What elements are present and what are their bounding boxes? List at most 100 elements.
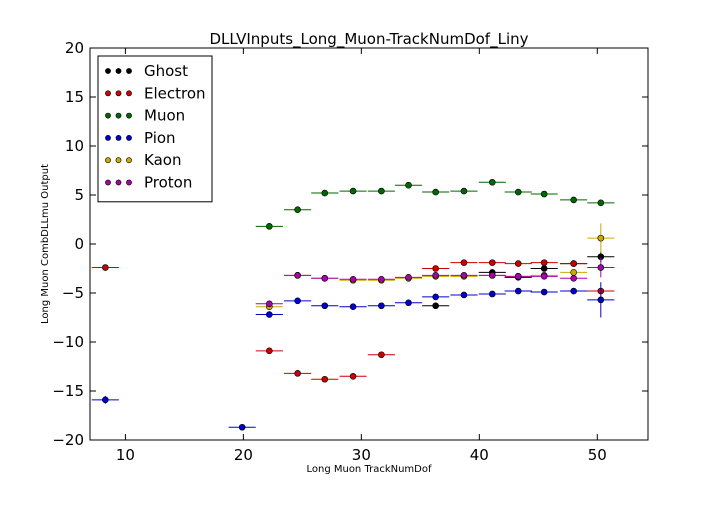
legend-marker <box>105 68 111 74</box>
series-pion <box>91 282 615 431</box>
data-point <box>460 259 468 266</box>
data-point <box>432 265 439 272</box>
y-tick-label: −10 <box>52 333 84 351</box>
data-point <box>321 375 329 383</box>
legend: Ghost Electron Muon Pion Kaon Proton <box>97 55 213 203</box>
data-point <box>540 273 548 280</box>
data-point <box>597 296 605 304</box>
legend-marker <box>115 90 122 97</box>
data-point <box>432 293 439 301</box>
data-point <box>540 259 548 266</box>
data-point <box>432 272 439 279</box>
legend-marker <box>126 112 132 119</box>
data-point <box>266 347 273 355</box>
legend-marker <box>105 134 111 141</box>
legend-marker <box>115 157 122 164</box>
data-point <box>570 260 577 267</box>
data-point <box>488 290 496 298</box>
legend-label: Kaon <box>144 151 181 169</box>
data-point <box>460 272 468 279</box>
data-point <box>405 181 412 189</box>
y-tick-label: 0 <box>74 235 84 253</box>
legend-label: Pion <box>144 129 176 147</box>
data-point <box>378 302 385 310</box>
data-point <box>570 274 577 282</box>
data-point <box>540 288 548 296</box>
data-point <box>570 287 577 295</box>
y-tick-label: 10 <box>65 137 84 155</box>
x-tick-label: 30 <box>352 446 371 464</box>
legend-marker <box>126 157 132 164</box>
legend-marker <box>105 112 111 119</box>
chart-title: DLLVInputs_Long_Muon-TrackNumDof_Liny <box>209 30 528 49</box>
plot-layer <box>91 178 615 431</box>
data-point <box>405 274 412 281</box>
data-point <box>432 302 439 310</box>
x-tick-label: 50 <box>588 446 607 464</box>
data-point <box>349 303 357 311</box>
data-point <box>570 196 577 204</box>
x-tick-label: 10 <box>116 446 135 464</box>
data-point <box>597 234 605 242</box>
data-point <box>514 188 522 196</box>
y-tick-label: 5 <box>74 186 84 204</box>
y-tick-label: 15 <box>65 88 84 106</box>
data-point <box>405 299 412 307</box>
x-axis-label: Long Muon TrackNumDof <box>306 464 432 475</box>
y-tick-label: −20 <box>52 431 84 449</box>
data-point <box>349 187 357 195</box>
data-point <box>597 264 605 271</box>
tick-layer: 10 20 30 40 50 −20 −15 −10 −5 0 5 10 15 20 <box>52 39 648 464</box>
data-point <box>266 300 273 308</box>
data-point <box>460 291 468 299</box>
data-point <box>294 297 301 305</box>
y-tick-label: 20 <box>65 39 84 57</box>
legend-marker <box>115 112 122 119</box>
data-point <box>102 264 109 271</box>
legend-label: Proton <box>144 174 192 192</box>
legend-label: Muon <box>144 107 185 125</box>
data-point <box>294 206 301 213</box>
legend-marker <box>126 90 132 97</box>
data-point <box>378 275 385 283</box>
data-point <box>488 259 496 266</box>
legend-marker <box>126 179 132 186</box>
legend-marker <box>115 68 122 74</box>
data-point <box>349 372 357 380</box>
legend-marker <box>126 68 132 74</box>
legend-label: Ghost <box>144 62 188 80</box>
series-muon <box>255 178 615 230</box>
data-point <box>597 199 605 207</box>
data-point <box>238 423 246 431</box>
data-point <box>321 274 329 282</box>
data-point <box>294 370 301 377</box>
data-point <box>514 287 522 295</box>
legend-marker <box>115 134 122 141</box>
data-point <box>570 269 577 276</box>
legend-box <box>97 55 213 203</box>
data-point <box>514 260 522 267</box>
data-point <box>294 272 301 279</box>
y-tick-label: −5 <box>62 284 84 302</box>
x-tick-label: 20 <box>234 446 253 464</box>
data-point <box>266 311 273 318</box>
data-point <box>514 273 522 280</box>
data-point <box>266 223 273 230</box>
data-point <box>378 187 385 195</box>
legend-marker <box>105 179 111 186</box>
y-axis-label: Long Muon CombDLLmu Output <box>40 164 51 324</box>
y-tick-label: −15 <box>52 382 84 400</box>
series-proton <box>255 257 615 308</box>
data-point <box>488 178 496 186</box>
legend-label: Electron <box>144 84 206 102</box>
data-point <box>102 396 109 404</box>
legend-marker <box>126 134 132 141</box>
data-point <box>321 302 329 310</box>
data-point <box>488 272 496 279</box>
legend-marker <box>105 90 111 97</box>
x-tick-label: 40 <box>470 446 489 464</box>
legend-marker <box>105 157 111 164</box>
data-point <box>378 351 385 359</box>
